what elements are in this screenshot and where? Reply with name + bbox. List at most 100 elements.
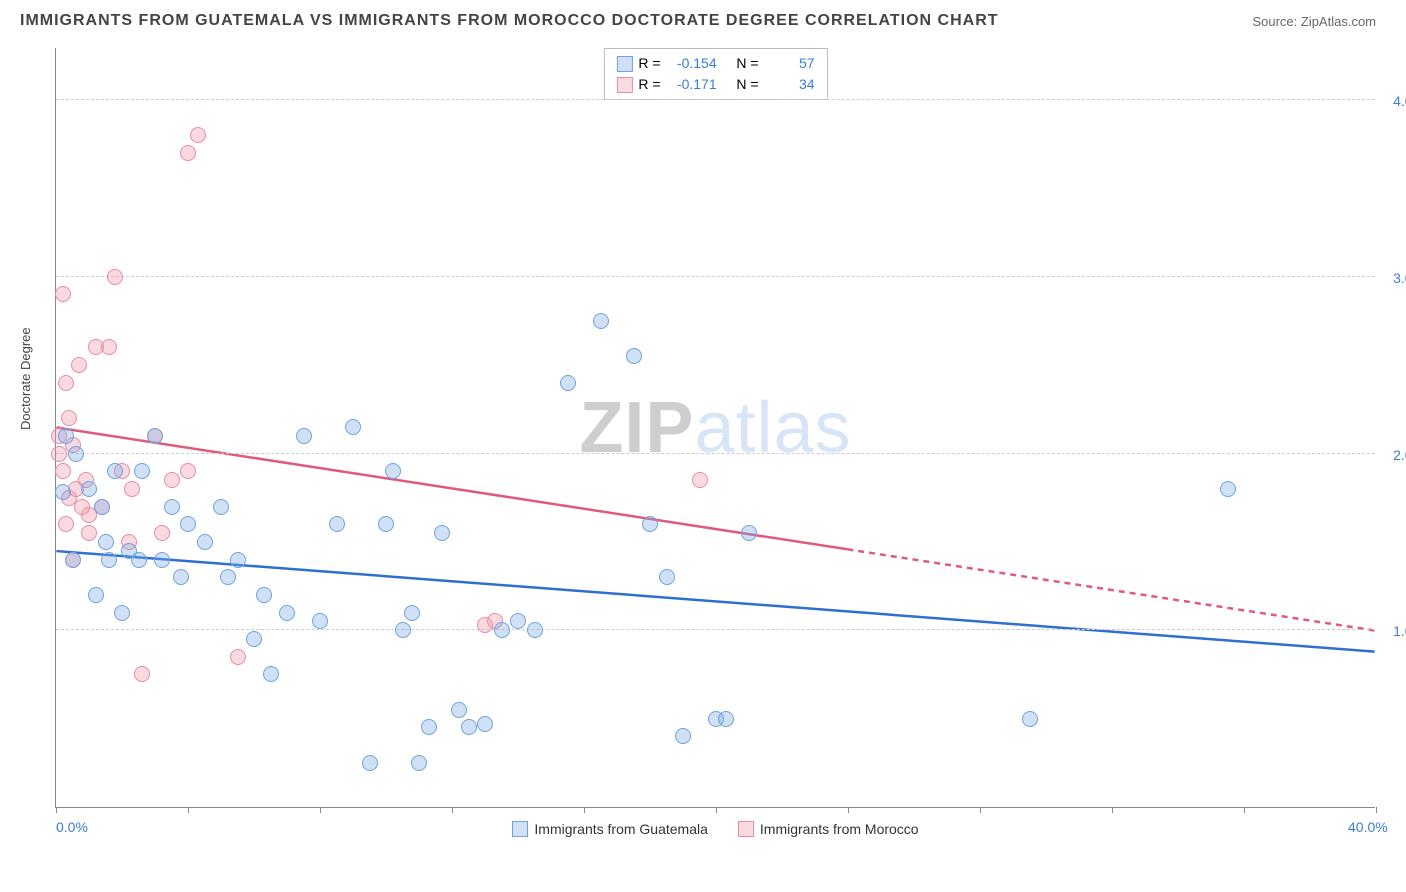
- x-tick: [584, 807, 585, 813]
- stats-legend-box: R = -0.154 N = 57 R = -0.171 N = 34: [603, 48, 827, 100]
- data-point-morocco: [154, 525, 170, 541]
- data-point-morocco: [124, 481, 140, 497]
- data-point-guatemala: [173, 569, 189, 585]
- data-point-guatemala: [510, 613, 526, 629]
- data-point-guatemala: [385, 463, 401, 479]
- data-point-morocco: [692, 472, 708, 488]
- x-tick: [1376, 807, 1377, 813]
- data-point-guatemala: [180, 516, 196, 532]
- data-point-guatemala: [345, 419, 361, 435]
- data-point-morocco: [107, 269, 123, 285]
- data-point-guatemala: [626, 348, 642, 364]
- header: IMMIGRANTS FROM GUATEMALA VS IMMIGRANTS …: [20, 12, 1386, 36]
- data-point-guatemala: [312, 613, 328, 629]
- data-point-guatemala: [329, 516, 345, 532]
- x-tick: [188, 807, 189, 813]
- y-tick-label: 1.0%: [1380, 623, 1406, 639]
- y-tick-label: 2.0%: [1380, 447, 1406, 463]
- data-point-guatemala: [560, 375, 576, 391]
- grid-line: [56, 453, 1375, 454]
- x-tick: [1244, 807, 1245, 813]
- data-point-guatemala: [378, 516, 394, 532]
- data-point-morocco: [61, 410, 77, 426]
- data-point-guatemala: [527, 622, 543, 638]
- stats-row-morocco: R = -0.171 N = 34: [616, 74, 814, 95]
- data-point-morocco: [58, 375, 74, 391]
- data-point-morocco: [58, 516, 74, 532]
- data-point-guatemala: [593, 313, 609, 329]
- data-point-guatemala: [246, 631, 262, 647]
- data-point-guatemala: [154, 552, 170, 568]
- watermark: ZIPatlas: [579, 387, 851, 469]
- source-label: Source: ZipAtlas.com: [1252, 14, 1376, 29]
- data-point-guatemala: [197, 534, 213, 550]
- trend-lines: [56, 48, 1375, 807]
- data-point-guatemala: [101, 552, 117, 568]
- data-point-guatemala: [494, 622, 510, 638]
- chart-container: IMMIGRANTS FROM GUATEMALA VS IMMIGRANTS …: [0, 0, 1406, 892]
- data-point-guatemala: [434, 525, 450, 541]
- data-point-guatemala: [68, 446, 84, 462]
- grid-line: [56, 99, 1375, 100]
- data-point-guatemala: [421, 719, 437, 735]
- data-point-guatemala: [659, 569, 675, 585]
- data-point-guatemala: [81, 481, 97, 497]
- data-point-guatemala: [675, 728, 691, 744]
- data-point-morocco: [180, 463, 196, 479]
- y-tick-label: 4.0%: [1380, 93, 1406, 109]
- data-point-morocco: [180, 145, 196, 161]
- data-point-morocco: [164, 472, 180, 488]
- data-point-guatemala: [131, 552, 147, 568]
- swatch-guatemala: [616, 56, 632, 72]
- data-point-guatemala: [147, 428, 163, 444]
- data-point-guatemala: [404, 605, 420, 621]
- data-point-guatemala: [98, 534, 114, 550]
- data-point-guatemala: [230, 552, 246, 568]
- swatch-guatemala: [512, 821, 528, 837]
- data-point-guatemala: [718, 711, 734, 727]
- data-point-guatemala: [65, 552, 81, 568]
- legend-item-morocco: Immigrants from Morocco: [738, 821, 919, 837]
- data-point-guatemala: [1022, 711, 1038, 727]
- data-point-morocco: [101, 339, 117, 355]
- data-point-guatemala: [94, 499, 110, 515]
- data-point-guatemala: [134, 463, 150, 479]
- y-axis-label: Doctorate Degree: [18, 327, 33, 430]
- x-tick: [848, 807, 849, 813]
- data-point-morocco: [134, 666, 150, 682]
- data-point-morocco: [81, 525, 97, 541]
- y-tick-label: 3.0%: [1380, 270, 1406, 286]
- data-point-guatemala: [477, 716, 493, 732]
- data-point-guatemala: [279, 605, 295, 621]
- data-point-guatemala: [220, 569, 236, 585]
- stats-row-guatemala: R = -0.154 N = 57: [616, 53, 814, 74]
- x-tick: [452, 807, 453, 813]
- data-point-morocco: [71, 357, 87, 373]
- data-point-guatemala: [55, 484, 71, 500]
- x-tick-label: 40.0%: [1348, 819, 1388, 835]
- swatch-morocco: [738, 821, 754, 837]
- data-point-guatemala: [213, 499, 229, 515]
- x-tick: [320, 807, 321, 813]
- data-point-guatemala: [263, 666, 279, 682]
- x-tick: [1112, 807, 1113, 813]
- data-point-guatemala: [642, 516, 658, 532]
- data-point-guatemala: [296, 428, 312, 444]
- data-point-morocco: [190, 127, 206, 143]
- data-point-guatemala: [256, 587, 272, 603]
- x-tick-label: 0.0%: [56, 819, 88, 835]
- scatter-chart: ZIPatlas R = -0.154 N = 57 R = -0.171 N …: [55, 48, 1375, 808]
- data-point-guatemala: [362, 755, 378, 771]
- data-point-guatemala: [164, 499, 180, 515]
- x-tick: [716, 807, 717, 813]
- swatch-morocco: [616, 77, 632, 93]
- data-point-morocco: [230, 649, 246, 665]
- data-point-guatemala: [451, 702, 467, 718]
- data-point-guatemala: [1220, 481, 1236, 497]
- data-point-guatemala: [114, 605, 130, 621]
- data-point-morocco: [55, 286, 71, 302]
- data-point-guatemala: [58, 428, 74, 444]
- bottom-legend: Immigrants from Guatemala Immigrants fro…: [56, 821, 1375, 837]
- chart-title: IMMIGRANTS FROM GUATEMALA VS IMMIGRANTS …: [20, 12, 999, 30]
- x-tick: [980, 807, 981, 813]
